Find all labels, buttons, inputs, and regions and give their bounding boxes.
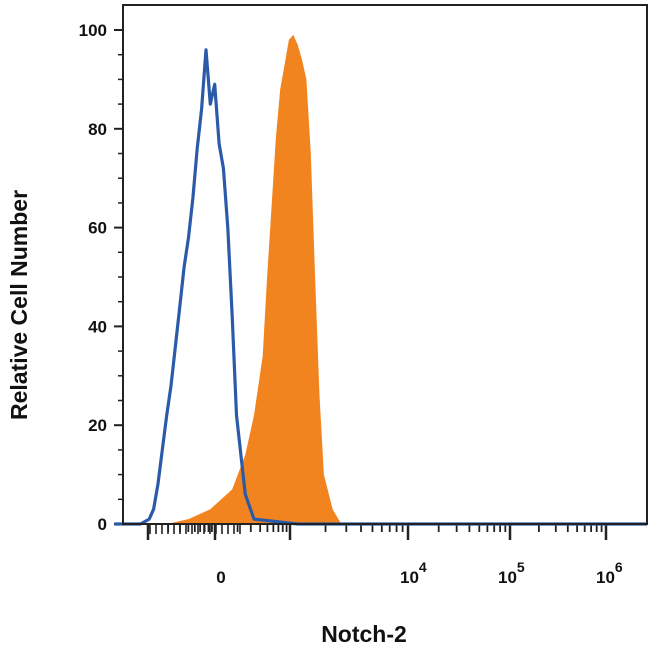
- y-tick-label: 40: [88, 317, 107, 336]
- x-tick-exponent: 5: [517, 559, 525, 575]
- y-tick-label: 100: [79, 21, 107, 40]
- x-tick-label: 105: [498, 559, 525, 587]
- y-tick-label: 20: [88, 416, 107, 435]
- x-axis-tick-labels: 0 104 105 106: [216, 559, 623, 587]
- y-axis-tick-labels: 0 20 40 60 80 100: [79, 21, 107, 534]
- y-tick-label: 0: [98, 515, 107, 534]
- x-axis-ticks: [146, 524, 608, 540]
- y-axis-title: Relative Cell Number: [6, 190, 32, 420]
- x-tick-exponent: 4: [419, 559, 427, 575]
- histogram-series: [114, 34, 648, 526]
- x-tick-exponent: 6: [615, 559, 623, 575]
- y-tick-label: 60: [88, 219, 107, 238]
- series-outline-histogram: [114, 48, 647, 526]
- x-tick-label: 106: [596, 559, 623, 587]
- plot-frame: [122, 4, 648, 525]
- series-filled-histogram: [114, 34, 648, 525]
- y-axis-ticks: [114, 29, 123, 525]
- y-tick-label: 80: [88, 120, 107, 139]
- x-tick-label: 0: [216, 568, 225, 587]
- x-tick-label: 104: [400, 559, 427, 587]
- x-axis-title: Notch-2: [321, 621, 407, 647]
